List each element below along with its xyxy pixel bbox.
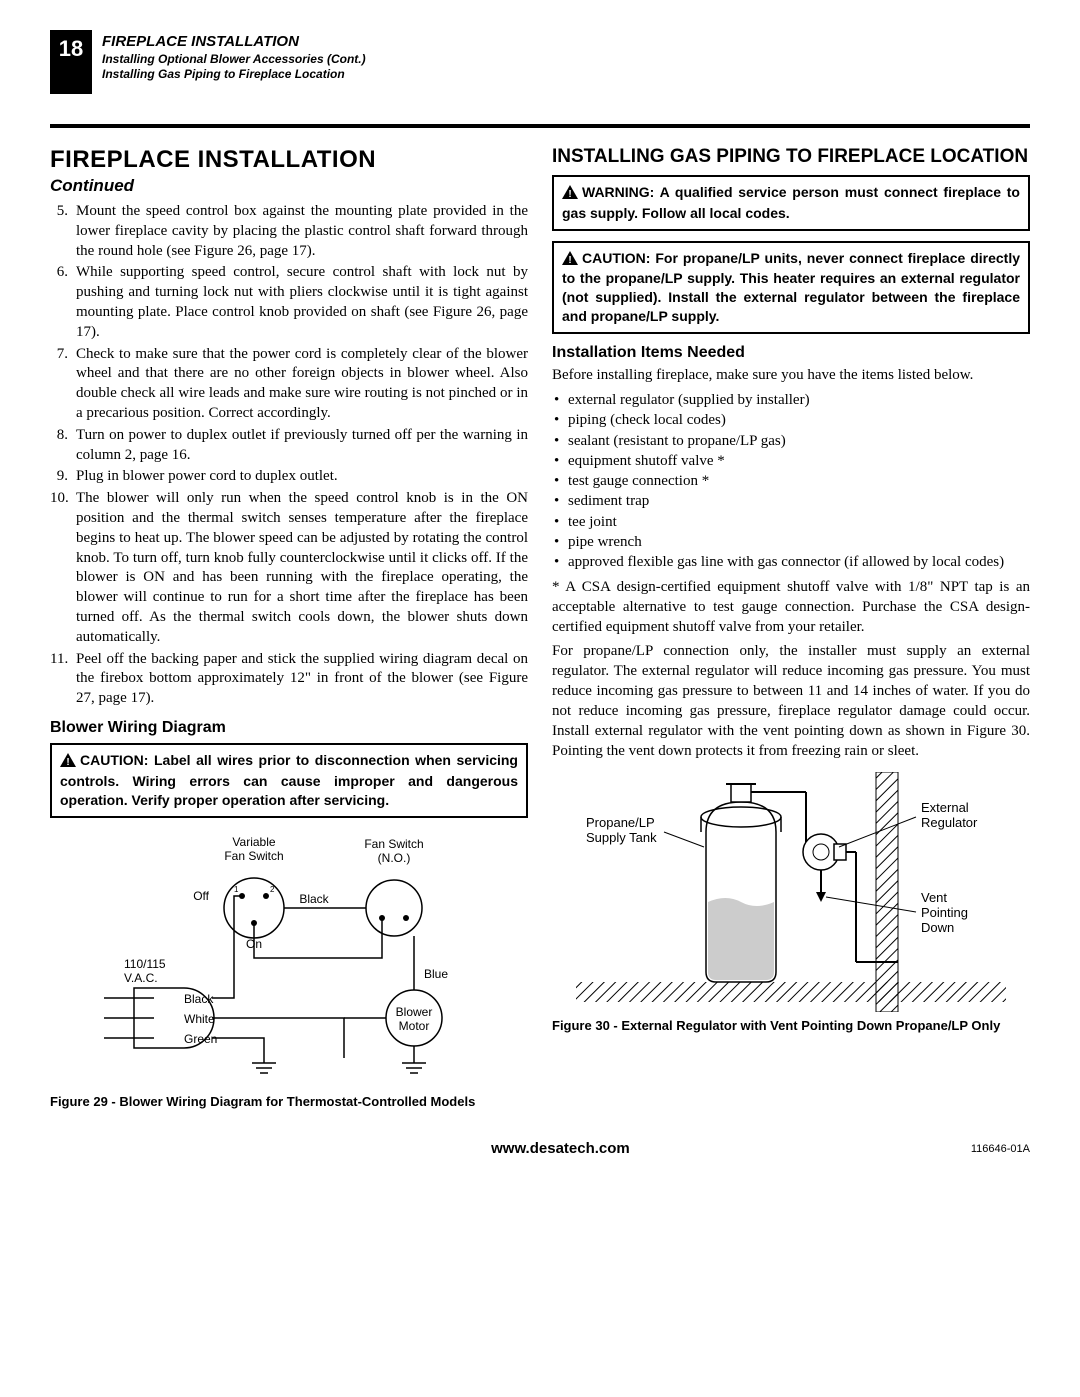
page-number: 18 <box>50 30 92 94</box>
step: 7.Check to make sure that the power cord… <box>50 345 528 424</box>
svg-text:Down: Down <box>921 920 954 935</box>
svg-text:V.A.C.: V.A.C. <box>124 971 158 985</box>
svg-text:Black: Black <box>299 892 329 906</box>
section-title: FIREPLACE INSTALLATION <box>50 146 528 174</box>
svg-text:1: 1 <box>234 885 239 894</box>
warning-icon: ! <box>60 753 76 772</box>
right-section-title: INSTALLING GAS PIPING TO FIREPLACE LOCAT… <box>552 146 1030 169</box>
header-sub2: Installing Gas Piping to Fireplace Locat… <box>102 67 366 83</box>
footer-url: www.desatech.com <box>150 1140 971 1157</box>
items-note: * A CSA design-certified equipment shuto… <box>552 578 1030 638</box>
items-list: external regulator (supplied by installe… <box>552 390 1030 572</box>
list-item: sediment trap <box>552 491 1030 511</box>
svg-text:Variable: Variable <box>232 835 275 849</box>
svg-text:Blower: Blower <box>396 1005 433 1019</box>
regulator-paragraph: For propane/LP connection only, the inst… <box>552 642 1030 762</box>
svg-text:!: ! <box>568 255 571 265</box>
svg-text:Black: Black <box>184 992 214 1006</box>
svg-text:Regulator: Regulator <box>921 815 978 830</box>
list-item: tee joint <box>552 512 1030 532</box>
header-sub1: Installing Optional Blower Accessories (… <box>102 52 366 68</box>
list-item: external regulator (supplied by installe… <box>552 390 1030 410</box>
warning-icon: ! <box>562 251 578 270</box>
caution-box-lp: ! CAUTION: For propane/LP units, never c… <box>552 241 1030 335</box>
wiring-heading: Blower Wiring Diagram <box>50 719 528 737</box>
tank-diagram: Propane/LP Supply Tank External Regulato… <box>552 772 1030 1012</box>
list-item: test gauge connection * <box>552 471 1030 491</box>
svg-text:Motor: Motor <box>399 1019 430 1033</box>
wiring-diagram: 1 2 Off On Variable Fan Switch Fan Switc… <box>50 828 528 1088</box>
right-column: INSTALLING GAS PIPING TO FIREPLACE LOCAT… <box>552 146 1030 1110</box>
figure-29-caption: Figure 29 - Blower Wiring Diagram for Th… <box>50 1094 528 1111</box>
svg-text:Fan Switch: Fan Switch <box>224 849 283 863</box>
list-item: pipe wrench <box>552 532 1030 552</box>
svg-text:!: ! <box>66 757 69 767</box>
step: 6.While supporting speed control, secure… <box>50 263 528 342</box>
svg-text:Green: Green <box>184 1032 217 1046</box>
footer-docnum: 116646-01A <box>971 1143 1030 1155</box>
step: 10.The blower will only run when the spe… <box>50 489 528 647</box>
svg-text:Pointing: Pointing <box>921 905 968 920</box>
svg-text:2: 2 <box>270 885 275 894</box>
svg-text:(N.O.): (N.O.) <box>378 851 411 865</box>
warning-icon: ! <box>562 185 578 204</box>
step: 5.Mount the speed control box against th… <box>50 202 528 261</box>
warning-box: ! WARNING: A qualified service person mu… <box>552 175 1030 231</box>
list-item: piping (check local codes) <box>552 410 1030 430</box>
caution-text: CAUTION: Label all wires prior to discon… <box>60 752 518 808</box>
step: 11.Peel off the backing paper and stick … <box>50 650 528 709</box>
continued-label: Continued <box>50 176 528 196</box>
svg-text:White: White <box>184 1012 215 1026</box>
svg-text:Off: Off <box>193 889 209 903</box>
instruction-steps: 5.Mount the speed control box against th… <box>50 202 528 709</box>
svg-text:Propane/LP: Propane/LP <box>586 815 655 830</box>
header-lines: FIREPLACE INSTALLATION Installing Option… <box>102 30 366 83</box>
page-footer: www.desatech.com 116646-01A <box>50 1140 1030 1157</box>
figure-30-caption: Figure 30 - External Regulator with Vent… <box>552 1018 1030 1035</box>
warning-text: WARNING: A qualified service person must… <box>562 184 1020 221</box>
page-header: 18 FIREPLACE INSTALLATION Installing Opt… <box>50 30 1030 94</box>
list-item: approved flexible gas line with gas conn… <box>552 552 1030 572</box>
content-columns: FIREPLACE INSTALLATION Continued 5.Mount… <box>50 146 1030 1110</box>
items-intro: Before installing fireplace, make sure y… <box>552 366 1030 386</box>
svg-text:Supply Tank: Supply Tank <box>586 830 657 845</box>
step: 8.Turn on power to duplex outlet if prev… <box>50 426 528 466</box>
svg-text:110/115: 110/115 <box>124 957 166 971</box>
list-item: sealant (resistant to propane/LP gas) <box>552 431 1030 451</box>
step: 9.Plug in blower power cord to duplex ou… <box>50 467 528 487</box>
divider-rule <box>50 124 1030 128</box>
svg-text:External: External <box>921 800 969 815</box>
svg-text:Blue: Blue <box>424 967 448 981</box>
list-item: equipment shutoff valve * <box>552 451 1030 471</box>
caution-box: ! CAUTION: Label all wires prior to disc… <box>50 743 528 818</box>
left-column: FIREPLACE INSTALLATION Continued 5.Mount… <box>50 146 528 1110</box>
items-heading: Installation Items Needed <box>552 344 1030 362</box>
svg-text:Vent: Vent <box>921 890 947 905</box>
header-title: FIREPLACE INSTALLATION <box>102 33 299 50</box>
svg-text:!: ! <box>568 189 571 199</box>
caution-lp-text: CAUTION: For propane/LP units, never con… <box>562 250 1020 325</box>
svg-text:Fan Switch: Fan Switch <box>364 837 423 851</box>
